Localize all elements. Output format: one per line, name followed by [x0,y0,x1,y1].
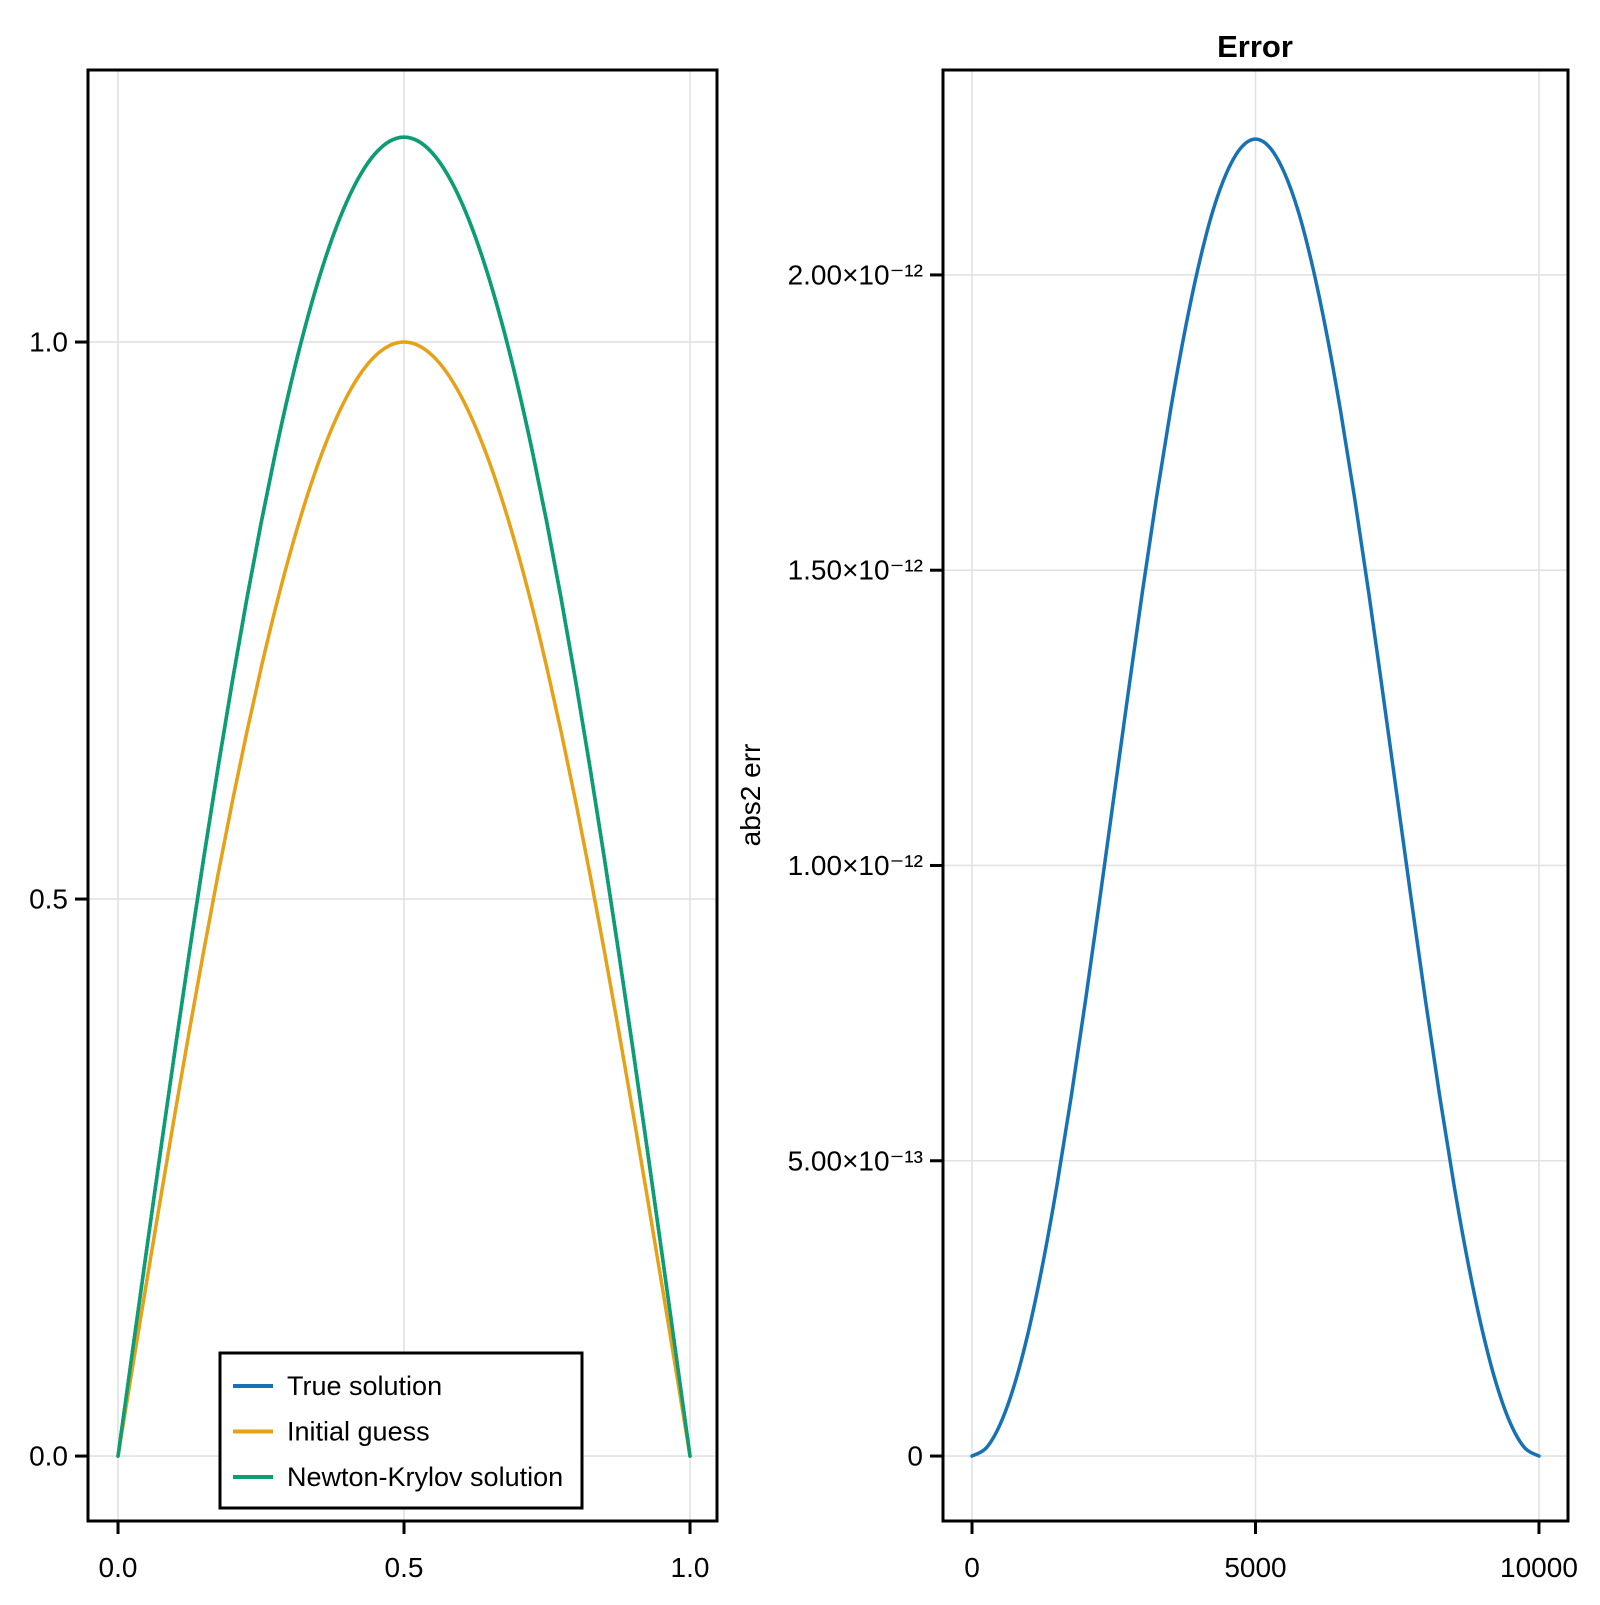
series-line-initial-guess [116,340,692,1458]
plot-spines [86,68,719,1523]
y-tick-label: 5.00×10⁻¹³ [788,1145,923,1176]
y-tick-label: 1.0 [29,327,68,358]
y-tick-label: 1.50×10⁻¹² [788,555,923,586]
y-tick-label: 1.00×10⁻¹² [788,850,923,881]
right-plot: 0 5000 10000 0 5.00×10⁻¹³ 1.00×10⁻¹² 1.50×10⁻¹… [788,68,1578,1583]
x-tick-label: 0 [964,1552,980,1583]
legend: True solution Initial guess Newton-Krylov … [218,1351,584,1510]
series-line-newton-krylov-solution [116,135,692,1458]
series-line-abs2-err [970,137,1541,1458]
x-tick-label: 0.5 [385,1552,424,1583]
x-tick-label: 0.0 [99,1552,138,1583]
left-plot: 0.0 0.5 1.0 0.0 0.5 1.0 [29,68,719,1583]
legend-label: Initial guess [287,1417,430,1447]
y-tick-label: 0.5 [29,884,68,915]
right-plot-title: Error [1217,29,1293,64]
right-plot-ylabel: abs2 err [735,744,766,847]
y-tick-label: 2.00×10⁻¹² [788,259,923,290]
y-tick-label: 0.0 [29,1441,68,1472]
legend-box [218,1351,584,1510]
x-tick-label: 5000 [1224,1552,1286,1583]
x-tick-label: 1.0 [671,1552,710,1583]
y-tick-label: 0 [907,1441,923,1472]
x-tick-label: 10000 [1500,1552,1578,1583]
legend-label: True solution [287,1371,442,1401]
legend-label: Newton-Krylov solution [287,1462,563,1492]
